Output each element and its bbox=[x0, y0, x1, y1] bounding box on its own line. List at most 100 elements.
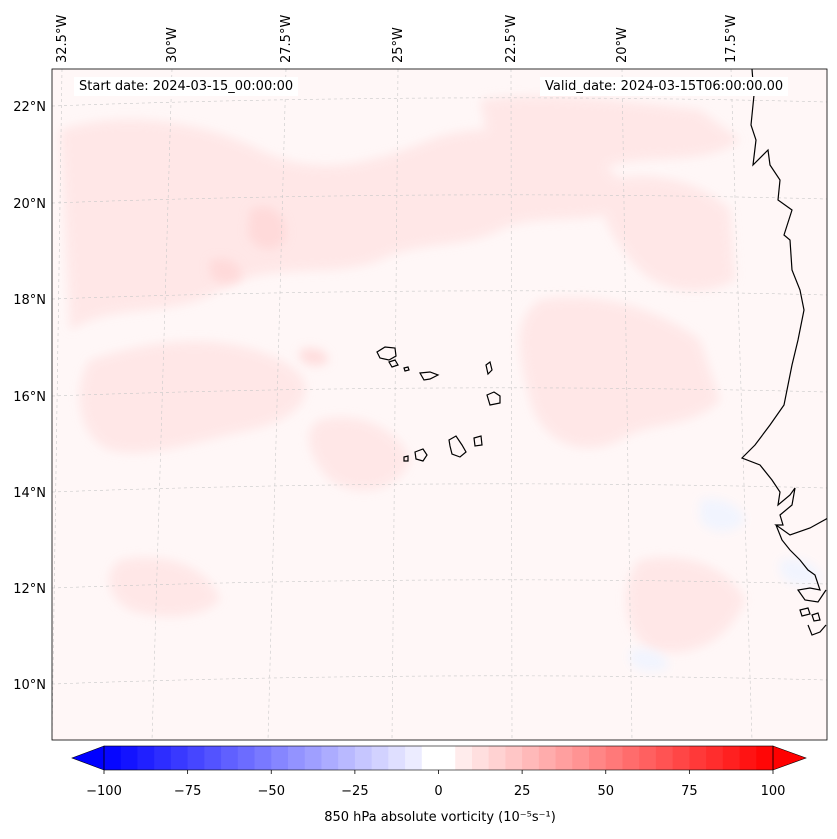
parallel-line bbox=[52, 675, 827, 685]
meridian-line bbox=[391, 69, 399, 740]
island-fogo bbox=[414, 448, 428, 462]
island-santo-antao bbox=[376, 346, 397, 361]
island-maio bbox=[473, 435, 483, 447]
colorbar-level bbox=[589, 746, 607, 770]
parallel-line bbox=[52, 97, 827, 107]
colorbar-level bbox=[204, 746, 222, 770]
longitude-label: 20°W bbox=[615, 27, 630, 63]
vorticity-field-negative bbox=[630, 498, 822, 672]
colorbar-tick-label: 75 bbox=[681, 784, 698, 799]
latitude-labels: 22°N 20°N 18°N 16°N 14°N 12°N 10°N bbox=[13, 100, 46, 693]
colorbar-level bbox=[706, 746, 724, 770]
colorbar-level bbox=[538, 746, 557, 770]
latitude-label: 12°N bbox=[13, 582, 46, 597]
meridian-line bbox=[510, 69, 513, 740]
colorbar-tick-label: 50 bbox=[597, 784, 614, 799]
colorbar-level bbox=[137, 746, 155, 770]
colorbar-level bbox=[271, 746, 289, 770]
parallel-line bbox=[52, 290, 827, 300]
colorbar-level bbox=[471, 746, 490, 770]
colorbar-level bbox=[421, 746, 439, 770]
colorbar-level bbox=[522, 746, 540, 770]
meridian-line bbox=[267, 69, 287, 740]
colorbar-level bbox=[689, 746, 707, 770]
colorbar-level bbox=[555, 746, 573, 770]
latitude-label: 14°N bbox=[13, 486, 46, 501]
colorbar-level bbox=[237, 746, 256, 770]
map-frame bbox=[51, 68, 828, 741]
longitude-label: 22.5°W bbox=[504, 15, 519, 63]
parallel-line bbox=[52, 387, 827, 397]
colorbar-level bbox=[154, 746, 172, 770]
meridian-line bbox=[730, 69, 753, 740]
colorbar-level bbox=[488, 746, 506, 770]
colorbar-level bbox=[287, 746, 306, 770]
map-panel bbox=[52, 69, 827, 740]
colorbar-level bbox=[405, 746, 423, 770]
island-sao-nicolau bbox=[419, 371, 440, 381]
colorbar-label: 850 hPa absolute vorticity (10⁻⁵s⁻¹) bbox=[324, 810, 556, 825]
colorbar-level bbox=[639, 746, 657, 770]
longitude-label: 30°W bbox=[165, 27, 180, 63]
colorbar-level bbox=[187, 746, 205, 770]
africa-coastline bbox=[740, 69, 827, 636]
colorbar-level bbox=[572, 746, 590, 770]
colorbar-level bbox=[605, 746, 623, 770]
latitude-label: 18°N bbox=[13, 293, 46, 308]
latitude-label: 20°N bbox=[13, 197, 46, 212]
colorbar-level bbox=[104, 746, 122, 770]
start-date-label: Start date: 2024-03-15_00:00:00 bbox=[74, 77, 299, 96]
vorticity-field-strong bbox=[210, 206, 329, 366]
graticule bbox=[52, 69, 827, 740]
colorbar bbox=[71, 745, 807, 771]
island-brava bbox=[403, 455, 409, 462]
parallel-line bbox=[52, 483, 827, 493]
bijagos-islands bbox=[799, 607, 821, 622]
colorbar-level bbox=[388, 746, 406, 770]
colorbar-tick-label: −75 bbox=[174, 784, 201, 799]
colorbar-tick-label: 100 bbox=[761, 784, 786, 799]
colorbar-level bbox=[672, 746, 690, 770]
colorbar-level bbox=[505, 746, 523, 770]
longitude-label: 27.5°W bbox=[279, 15, 294, 63]
island-santa-luzia bbox=[403, 366, 410, 372]
colorbar-level bbox=[338, 746, 356, 770]
colorbar-level bbox=[756, 746, 774, 770]
latitude-label: 22°N bbox=[13, 100, 46, 115]
colorbar-level bbox=[622, 746, 640, 770]
colorbar-tick-label: −50 bbox=[258, 784, 285, 799]
colorbar-level bbox=[321, 746, 339, 770]
colorbar-level bbox=[120, 746, 138, 770]
colorbar-level bbox=[354, 746, 373, 770]
meridian-line bbox=[621, 69, 633, 740]
meridian-line bbox=[52, 69, 63, 740]
vorticity-field-patches bbox=[60, 95, 745, 653]
colorbar-extend-min bbox=[71, 745, 105, 771]
colorbar-level bbox=[455, 746, 473, 770]
colorbar-level bbox=[254, 746, 272, 770]
colorbar-level bbox=[371, 746, 389, 770]
latitude-label: 16°N bbox=[13, 390, 46, 405]
colorbar-level bbox=[304, 746, 322, 770]
longitude-label: 17.5°W bbox=[724, 15, 739, 63]
colorbar-level bbox=[221, 746, 239, 770]
island-santiago bbox=[448, 435, 467, 458]
island-sao-vicente bbox=[388, 359, 399, 368]
coastline bbox=[376, 69, 827, 636]
latitude-label: 10°N bbox=[13, 678, 46, 693]
longitude-label: 25°W bbox=[391, 27, 406, 63]
colorbar-level bbox=[170, 746, 189, 770]
colorbar-tick-label: 25 bbox=[514, 784, 531, 799]
parallel-line bbox=[52, 194, 827, 204]
colorbar-level bbox=[722, 746, 741, 770]
valid-date-label: Valid_date: 2024-03-15T06:00:00.00 bbox=[540, 77, 789, 96]
colorbar-tick-label: −100 bbox=[86, 784, 122, 799]
colorbar-ticks: −100 −75 −50 −25 0 25 50 75 100 bbox=[86, 770, 785, 799]
colorbar-extend-max bbox=[772, 745, 807, 771]
colorbar-level bbox=[655, 746, 674, 770]
meridian-line bbox=[151, 69, 173, 740]
colorbar-level bbox=[739, 746, 757, 770]
colorbar-level bbox=[438, 746, 456, 770]
island-sal bbox=[485, 360, 493, 376]
